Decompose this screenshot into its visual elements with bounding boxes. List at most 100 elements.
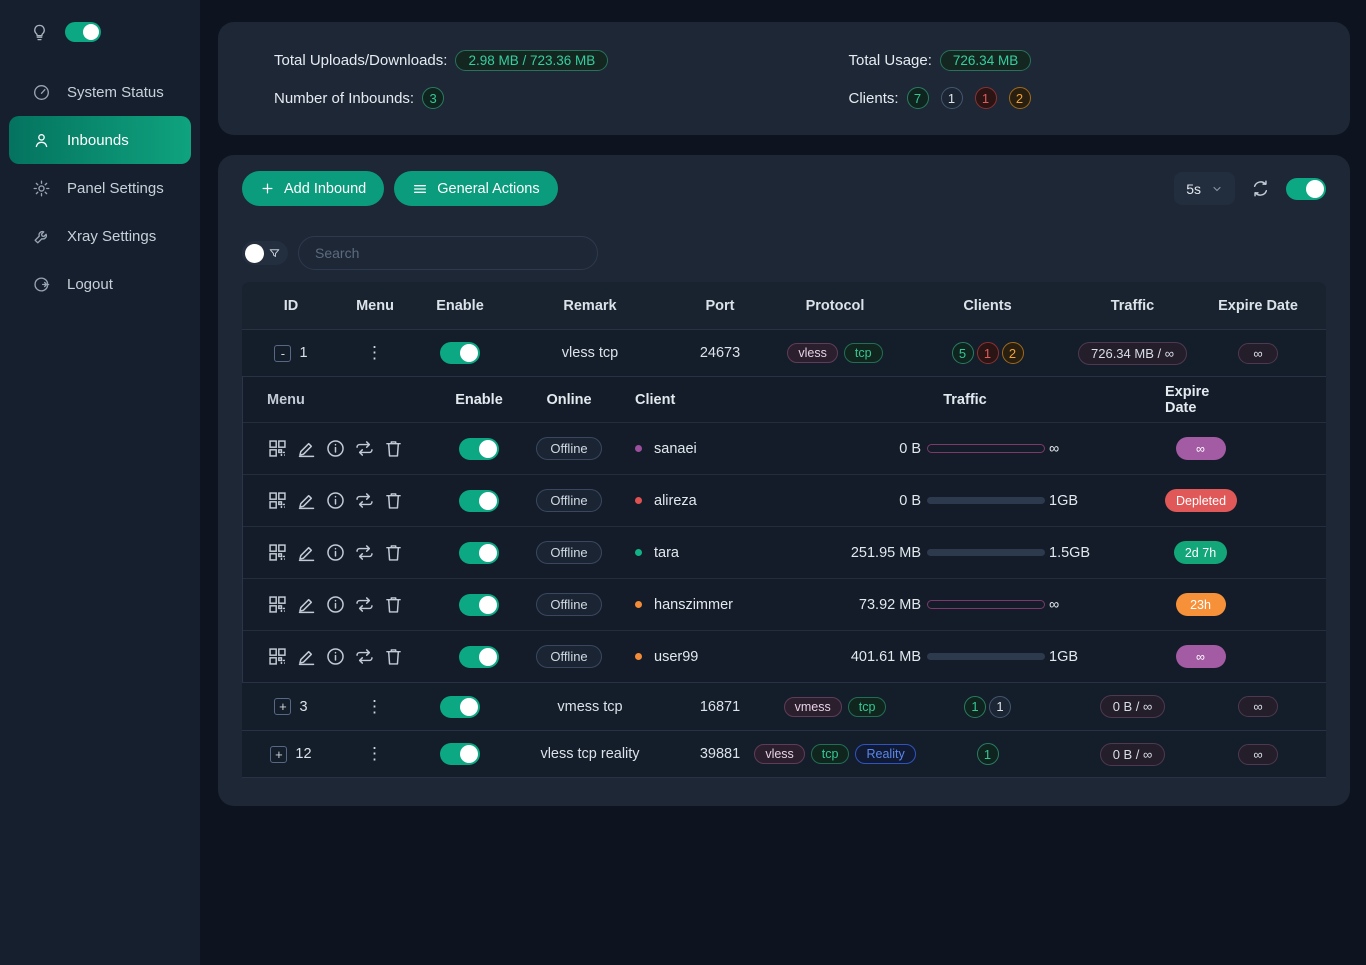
client-row: Offline user99 401.61 MB 1GB ∞ — [243, 630, 1326, 682]
toggle-knob — [83, 24, 99, 40]
qr-code-icon[interactable] — [267, 594, 288, 615]
reset-traffic-icon[interactable] — [354, 594, 375, 615]
sidebar-item-system-status[interactable]: System Status — [0, 68, 200, 116]
inbound-id: 3 — [299, 698, 308, 715]
clients-count-expiring: 2 — [1001, 342, 1024, 364]
online-status-badge: Offline — [536, 593, 602, 616]
funnel-icon — [268, 247, 281, 260]
general-actions-button[interactable]: General Actions — [394, 171, 558, 206]
header-protocol: Protocol — [805, 297, 865, 314]
traffic-limit: 1GB — [1049, 648, 1079, 665]
search-input[interactable] — [298, 236, 598, 270]
client-enable-toggle[interactable] — [459, 489, 499, 512]
client-enable-toggle[interactable] — [459, 541, 499, 564]
expire-badge: ∞ — [1175, 645, 1226, 668]
reset-traffic-icon[interactable] — [354, 646, 375, 667]
info-icon[interactable] — [325, 542, 346, 563]
sidebar-item-panel-settings[interactable]: Panel Settings — [0, 164, 200, 212]
client-name: sanaei — [654, 440, 697, 457]
client-enable-toggle[interactable] — [459, 593, 499, 616]
info-icon[interactable] — [325, 594, 346, 615]
inbound-port: 39881 — [699, 746, 741, 762]
filter-toggle[interactable] — [242, 241, 288, 265]
delete-icon[interactable] — [383, 542, 404, 563]
row-menu-button[interactable]: ⋮ — [366, 696, 384, 716]
reset-traffic-icon[interactable] — [354, 490, 375, 511]
refresh-icon[interactable] — [1251, 179, 1270, 198]
client-color-dot — [635, 549, 642, 556]
theme-toggle[interactable] — [65, 22, 101, 42]
traffic-bar — [927, 600, 1045, 609]
traffic-used: 0 B — [899, 492, 921, 509]
expand-row-button[interactable]: + — [270, 745, 288, 763]
table-row: + 12 ⋮ vless tcp reality 39881 vless tcp… — [242, 730, 1326, 778]
toggle-knob — [460, 344, 478, 362]
traffic-limit: 1GB — [1049, 492, 1079, 509]
subheader-client: Client — [635, 391, 676, 408]
qr-code-icon[interactable] — [267, 646, 288, 667]
stats-card: Total Uploads/Downloads: 2.98 MB / 723.3… — [218, 22, 1350, 135]
wrench-icon — [32, 227, 51, 246]
delete-icon[interactable] — [383, 490, 404, 511]
traffic-pill: 726.34 MB / ∞ — [1078, 341, 1187, 365]
table-row: - 1 ⋮ vless tcp 24673 vless tcp 5 1 2 72… — [242, 329, 1326, 376]
traffic-used: 0 B — [899, 440, 921, 457]
edit-icon[interactable] — [296, 542, 317, 563]
traffic-pill: 0 B / ∞ — [1099, 742, 1166, 766]
clients-count-expiring: 2 — [1008, 87, 1031, 109]
edit-icon[interactable] — [296, 594, 317, 615]
client-color-dot — [635, 601, 642, 608]
delete-icon[interactable] — [383, 646, 404, 667]
row-menu-button[interactable]: ⋮ — [366, 744, 384, 763]
add-inbound-button[interactable]: Add Inbound — [242, 171, 385, 206]
traffic-used: 73.92 MB — [858, 596, 921, 613]
client-color-dot — [635, 445, 642, 452]
collapse-row-button[interactable]: - — [274, 344, 292, 362]
stat-label: Number of Inbounds: — [274, 89, 415, 107]
info-icon[interactable] — [325, 438, 346, 459]
client-enable-toggle[interactable] — [459, 437, 499, 460]
sidebar-item-label: Logout — [67, 275, 113, 293]
stat-label: Total Usage: — [848, 52, 932, 69]
header-id: ID — [283, 297, 299, 314]
qr-code-icon[interactable] — [267, 438, 288, 459]
auto-refresh-toggle[interactable] — [1286, 177, 1326, 200]
protocol-tag: vless — [754, 744, 805, 764]
expand-row-button[interactable]: + — [274, 698, 292, 715]
sidebar-item-inbounds[interactable]: Inbounds — [9, 116, 191, 164]
clients-count-online: 5 — [951, 342, 974, 364]
row-menu-button[interactable]: ⋮ — [366, 343, 384, 362]
protocol-tag: tcp — [810, 744, 850, 764]
info-icon[interactable] — [325, 490, 346, 511]
sidebar-item-xray-settings[interactable]: Xray Settings — [0, 212, 200, 260]
info-icon[interactable] — [325, 646, 346, 667]
edit-icon[interactable] — [296, 438, 317, 459]
client-row: Offline sanaei 0 B ∞ ∞ — [243, 422, 1326, 474]
sidebar-item-label: System Status — [67, 83, 164, 101]
edit-icon[interactable] — [296, 490, 317, 511]
inbound-enable-toggle[interactable] — [440, 743, 480, 765]
refresh-interval-select[interactable]: 5s — [1174, 172, 1235, 205]
stat-number-of-inbounds: Number of Inbounds: 3 — [242, 87, 817, 109]
edit-icon[interactable] — [296, 646, 317, 667]
qr-code-icon[interactable] — [267, 542, 288, 563]
inbound-enable-toggle[interactable] — [440, 695, 480, 718]
expire-pill: ∞ — [1238, 743, 1278, 765]
reset-traffic-icon[interactable] — [354, 542, 375, 563]
traffic-bar — [927, 653, 1045, 660]
qr-code-icon[interactable] — [267, 490, 288, 511]
client-enable-toggle[interactable] — [459, 645, 499, 668]
delete-icon[interactable] — [383, 438, 404, 459]
toggle-knob — [460, 745, 478, 763]
reset-traffic-icon[interactable] — [354, 438, 375, 459]
stat-total-usage: Total Usage: 726.34 MB — [817, 50, 1326, 71]
sidebar-item-logout[interactable]: Logout — [0, 260, 200, 308]
inbound-remark: vless tcp reality — [540, 746, 640, 762]
header-port: Port — [705, 297, 735, 314]
subheader-online: Online — [546, 391, 592, 408]
logout-icon — [32, 275, 51, 294]
stat-total-uploads-downloads: Total Uploads/Downloads: 2.98 MB / 723.3… — [242, 50, 817, 71]
delete-icon[interactable] — [383, 594, 404, 615]
traffic-limit: 1.5GB — [1049, 544, 1091, 561]
inbound-enable-toggle[interactable] — [440, 342, 480, 364]
